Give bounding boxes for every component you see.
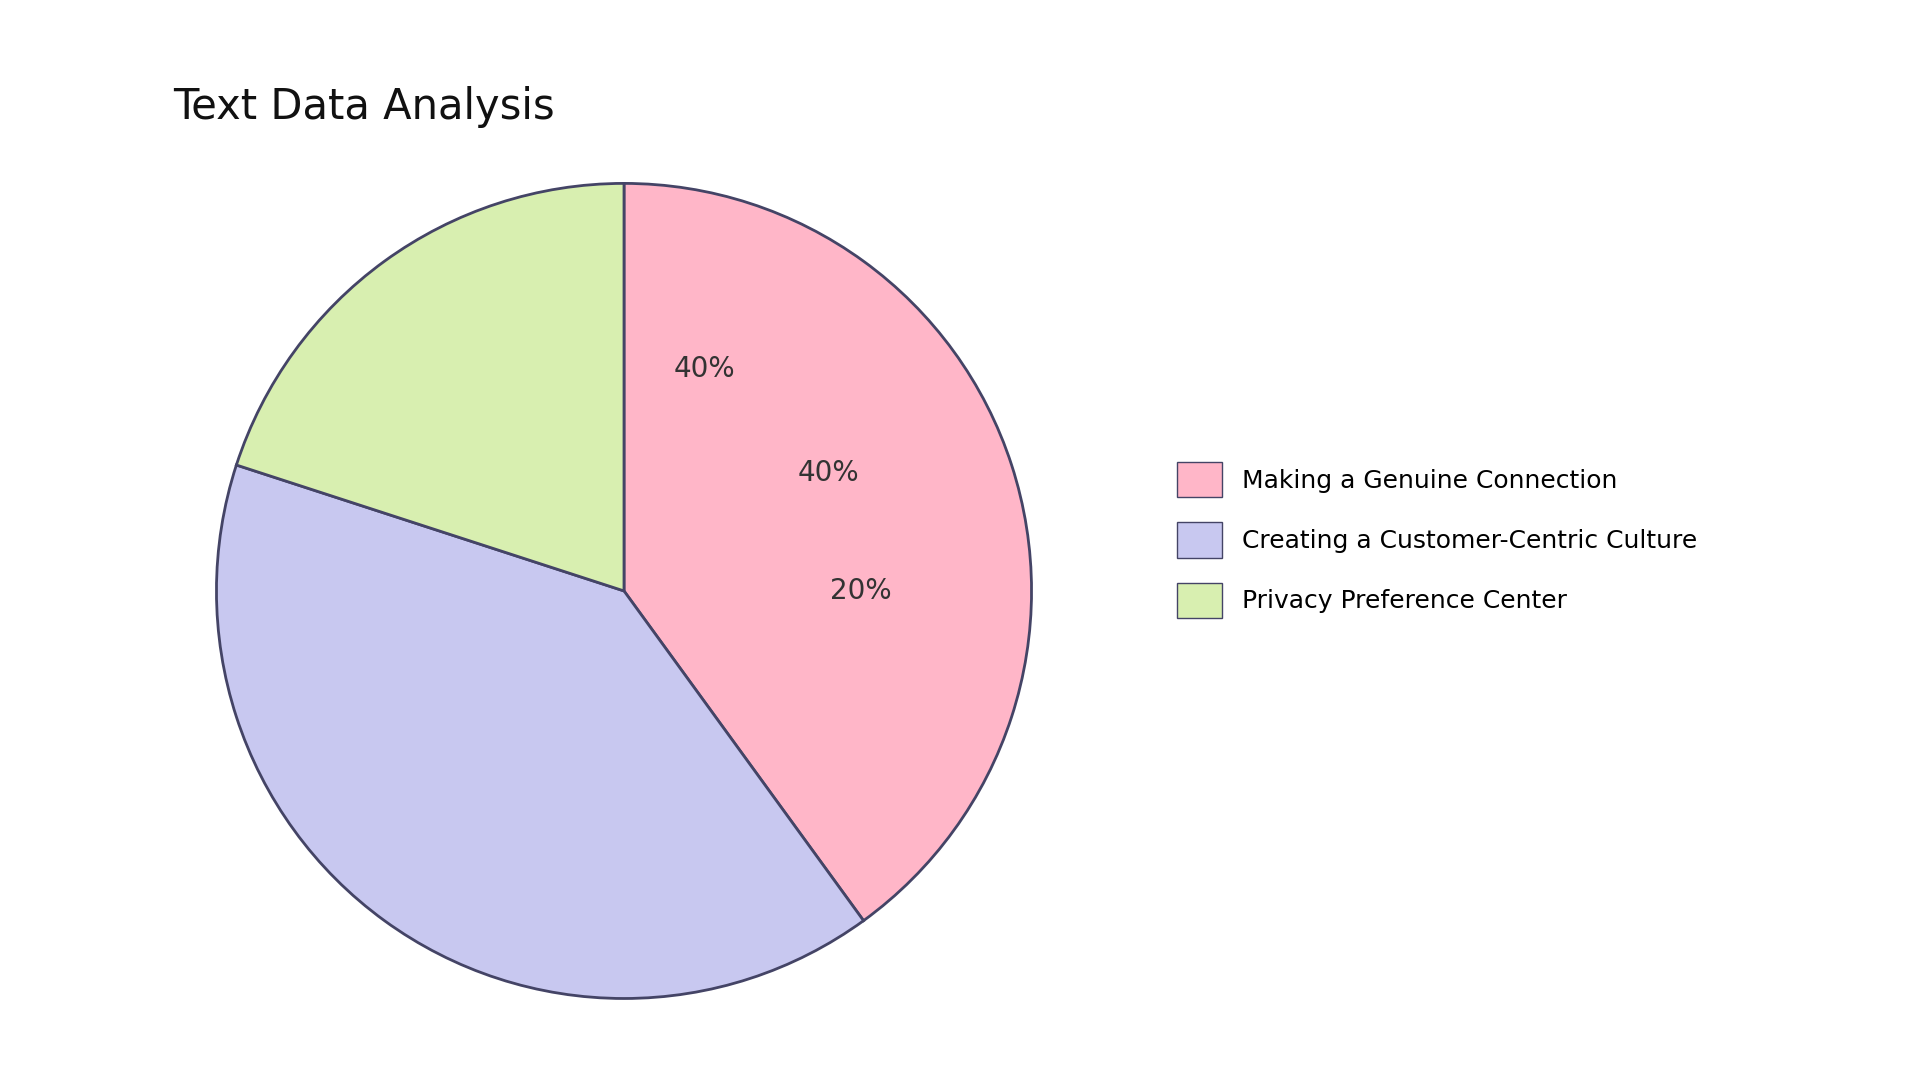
Wedge shape <box>624 184 1031 920</box>
Text: 40%: 40% <box>674 355 735 382</box>
Legend: Making a Genuine Connection, Creating a Customer-Centric Culture, Privacy Prefer: Making a Genuine Connection, Creating a … <box>1165 449 1709 631</box>
Wedge shape <box>236 184 624 591</box>
Text: Text Data Analysis: Text Data Analysis <box>173 86 555 129</box>
Text: 20%: 20% <box>829 577 891 605</box>
Text: 40%: 40% <box>799 459 860 487</box>
Wedge shape <box>217 465 864 999</box>
